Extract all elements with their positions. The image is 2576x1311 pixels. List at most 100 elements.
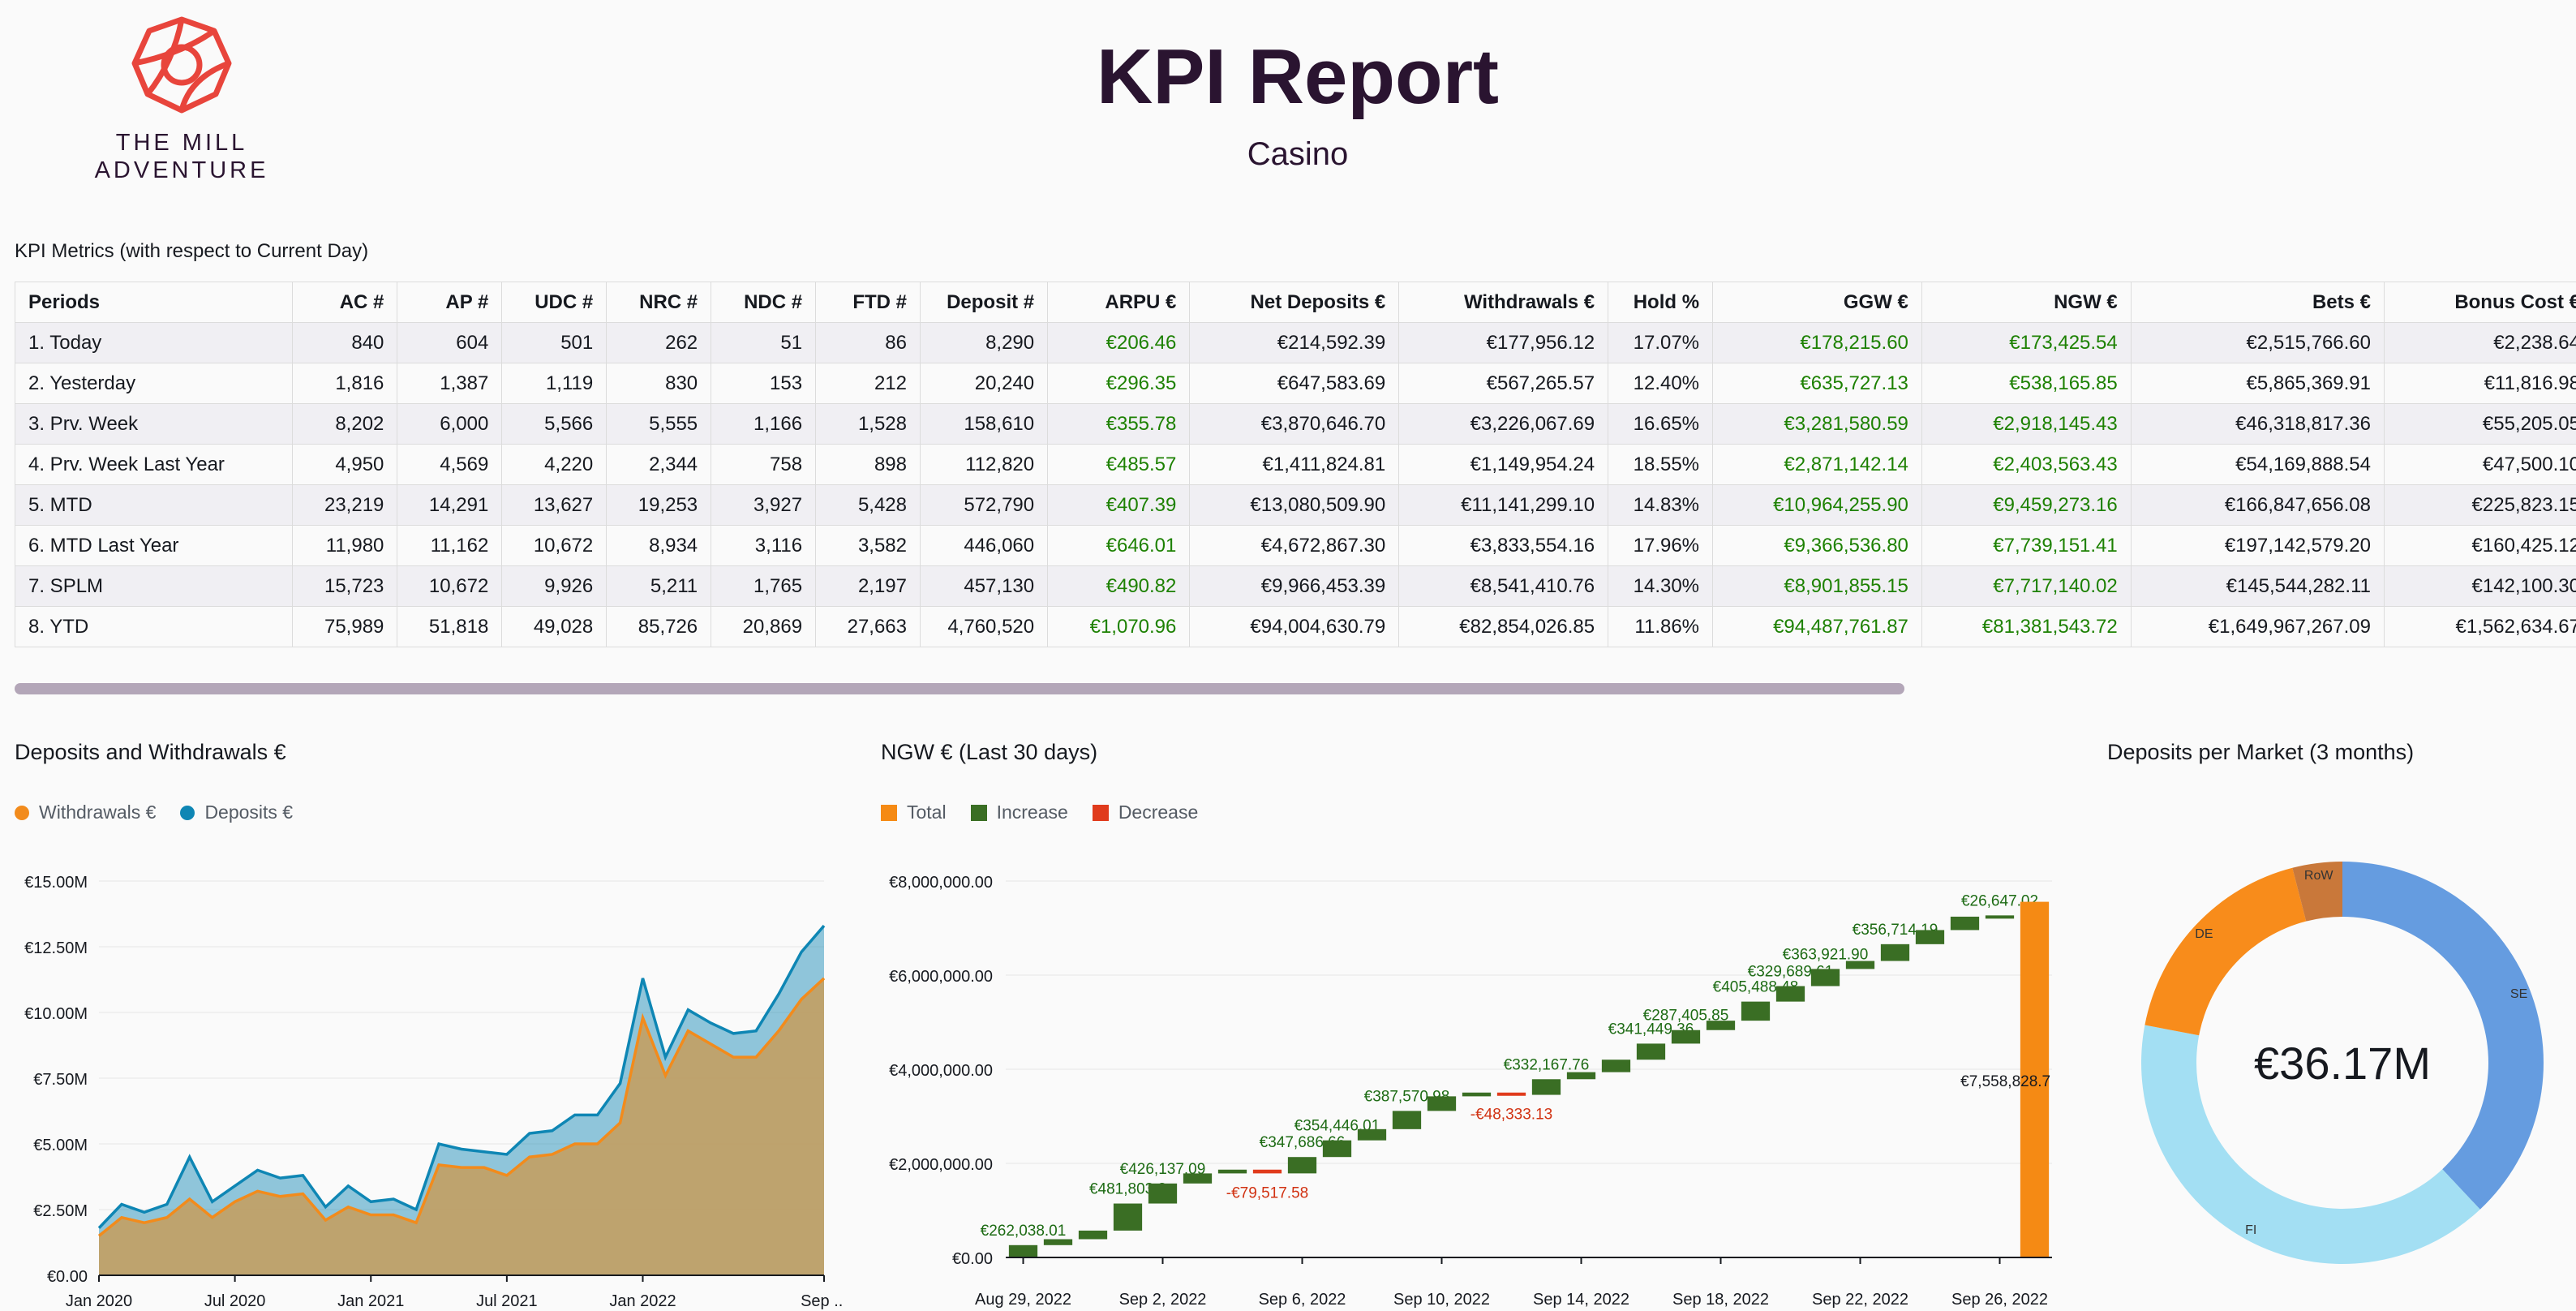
waterfall-bar xyxy=(1078,1230,1108,1240)
kpi-column-header[interactable]: NRC # xyxy=(606,282,712,323)
kpi-cell: €647,583.69 xyxy=(1189,363,1400,404)
kpi-cell: 8,202 xyxy=(292,403,398,445)
waterfall-bar xyxy=(1531,1079,1561,1095)
kpi-cell: 15,723 xyxy=(292,565,398,607)
ngw-waterfall-chart: €0.00 €2,000,000.00 €4,000,000.00 €6,000,00… xyxy=(889,874,2052,1309)
x-tick-label: Aug 29, 2022 xyxy=(975,1291,1071,1309)
kpi-cell: €2,515,766.60 xyxy=(2130,322,2385,363)
kpi-cell: 11,980 xyxy=(292,525,398,566)
kpi-cell: 4,569 xyxy=(397,444,503,485)
kpi-cell: €10,964,255.90 xyxy=(1712,484,1922,526)
donut-slice xyxy=(2145,867,2307,1036)
kpi-cell: 9,926 xyxy=(501,565,608,607)
legend-item-total[interactable]: Total xyxy=(881,802,947,823)
donut-center-label: €36.17M xyxy=(2254,1038,2431,1089)
kpi-cell: 23,219 xyxy=(292,484,398,526)
kpi-column-header[interactable]: FTD # xyxy=(815,282,921,323)
kpi-column-header[interactable]: Withdrawals € xyxy=(1398,282,1609,323)
kpi-cell: 19,253 xyxy=(606,484,712,526)
kpi-column-header[interactable]: Hold % xyxy=(1608,282,1714,323)
kpi-cell: 1,765 xyxy=(711,565,817,607)
waterfall-bar xyxy=(1217,1169,1247,1174)
kpi-cell: 51 xyxy=(711,322,817,363)
kpi-cell: 14.83% xyxy=(1608,484,1714,526)
kpi-column-header[interactable]: NDC # xyxy=(711,282,817,323)
legend-item-increase[interactable]: Increase xyxy=(970,802,1068,823)
waterfall-bar xyxy=(1985,915,2015,919)
kpi-cell: 6,000 xyxy=(397,403,503,445)
kpi-column-header[interactable]: UDC # xyxy=(501,282,608,323)
y-tick-label: €7.50M xyxy=(33,1071,88,1089)
kpi-cell: €94,004,630.79 xyxy=(1189,606,1400,647)
kpi-cell: €7,717,140.02 xyxy=(1921,565,2132,607)
y-tick-label: €15.00M xyxy=(24,874,88,892)
kpi-column-header[interactable]: AP # xyxy=(397,282,503,323)
kpi-cell: 8,290 xyxy=(919,322,1049,363)
kpi-cell: €1,149,954.24 xyxy=(1398,444,1609,485)
waterfall-bar xyxy=(1706,1021,1736,1030)
kpi-header-row: Periods AC # AP # UDC # NRC # NDC # FTD # Depos… xyxy=(14,282,2576,323)
waterfall-bar xyxy=(1043,1239,1073,1245)
kpi-cell: 86 xyxy=(815,322,921,363)
donut-slice xyxy=(2292,862,2342,922)
legend-item-withdrawals[interactable]: Withdrawals € xyxy=(15,802,156,823)
deposits-chart-title: Deposits and Withdrawals € xyxy=(15,740,286,764)
y-tick-label: €0.00 xyxy=(47,1268,88,1286)
kpi-cell: 5. MTD xyxy=(14,484,294,526)
x-tick-label: Jan 2021 xyxy=(337,1292,404,1310)
x-tick-label: Sep ... xyxy=(801,1292,844,1310)
kpi-cell: €5,865,369.91 xyxy=(2130,363,2385,404)
kpi-table-row: 6. MTD Last Year 11,980 11,162 10,672 8,934 3… xyxy=(14,525,2576,566)
kpi-column-header[interactable]: Deposit # xyxy=(919,282,1049,323)
kpi-cell: 3. Prv. Week xyxy=(14,403,294,445)
kpi-cell: 10,672 xyxy=(397,565,503,607)
legend-label: Deposits € xyxy=(204,802,294,823)
table-horizontal-scrollbar[interactable] xyxy=(15,683,1904,694)
kpi-column-header[interactable]: NGW € xyxy=(1921,282,2132,323)
x-tick-label: Jul 2020 xyxy=(204,1292,266,1310)
kpi-cell: 11.86% xyxy=(1608,606,1714,647)
kpi-cell: €538,165.85 xyxy=(1921,363,2132,404)
deposits-chart-legend: Withdrawals € Deposits € xyxy=(15,802,293,823)
kpi-cell: 3,116 xyxy=(711,525,817,566)
legend-item-decrease[interactable]: Decrease xyxy=(1092,802,1198,823)
kpi-cell: 1,816 xyxy=(292,363,398,404)
kpi-cell: 4,220 xyxy=(501,444,608,485)
kpi-column-header[interactable]: GGW € xyxy=(1712,282,1922,323)
waterfall-bar xyxy=(1148,1183,1178,1204)
kpi-cell: 830 xyxy=(606,363,712,404)
kpi-cell: €3,226,067.69 xyxy=(1398,403,1609,445)
kpi-cell: €8,901,855.15 xyxy=(1712,565,1922,607)
kpi-column-header[interactable]: Net Deposits € xyxy=(1189,282,1400,323)
company-logo: THE MILL ADVENTURE xyxy=(84,13,279,191)
kpi-cell: 11,162 xyxy=(397,525,503,566)
kpi-column-header[interactable]: Bets € xyxy=(2130,282,2385,323)
waterfall-bar xyxy=(1252,1169,1282,1174)
y-tick-label: €2.50M xyxy=(33,1202,88,1220)
kpi-cell: 75,989 xyxy=(292,606,398,647)
donut-slice-label: DE xyxy=(2195,927,2213,941)
kpi-cell: 158,610 xyxy=(919,403,1049,445)
kpi-cell: €355.78 xyxy=(1047,403,1191,445)
kpi-cell: 49,028 xyxy=(501,606,608,647)
x-tick-label: Sep 14, 2022 xyxy=(1533,1291,1629,1309)
kpi-cell: 5,211 xyxy=(606,565,712,607)
legend-item-deposits[interactable]: Deposits € xyxy=(180,802,293,823)
kpi-cell: 153 xyxy=(711,363,817,404)
kpi-cell: 1,387 xyxy=(397,363,503,404)
kpi-cell: 4. Prv. Week Last Year xyxy=(14,444,294,485)
waterfall-bar xyxy=(1915,930,1945,944)
kpi-column-header[interactable]: ARPU € xyxy=(1047,282,1191,323)
kpi-column-header[interactable]: Bonus Cost € xyxy=(2384,282,2576,323)
kpi-cell: €1,070.96 xyxy=(1047,606,1191,647)
waterfall-bar xyxy=(1671,1029,1701,1044)
kpi-cell: 112,820 xyxy=(919,444,1049,485)
y-tick-label: €6,000,000.00 xyxy=(889,968,993,986)
y-tick-label: €4,000,000.00 xyxy=(889,1062,993,1080)
legend-dot-icon xyxy=(15,805,29,820)
waterfall-bar xyxy=(1601,1060,1631,1072)
kpi-cell: 758 xyxy=(711,444,817,485)
kpi-column-header[interactable]: Periods xyxy=(14,282,294,323)
kpi-column-header[interactable]: AC # xyxy=(292,282,398,323)
kpi-cell: €145,544,282.11 xyxy=(2130,565,2385,607)
